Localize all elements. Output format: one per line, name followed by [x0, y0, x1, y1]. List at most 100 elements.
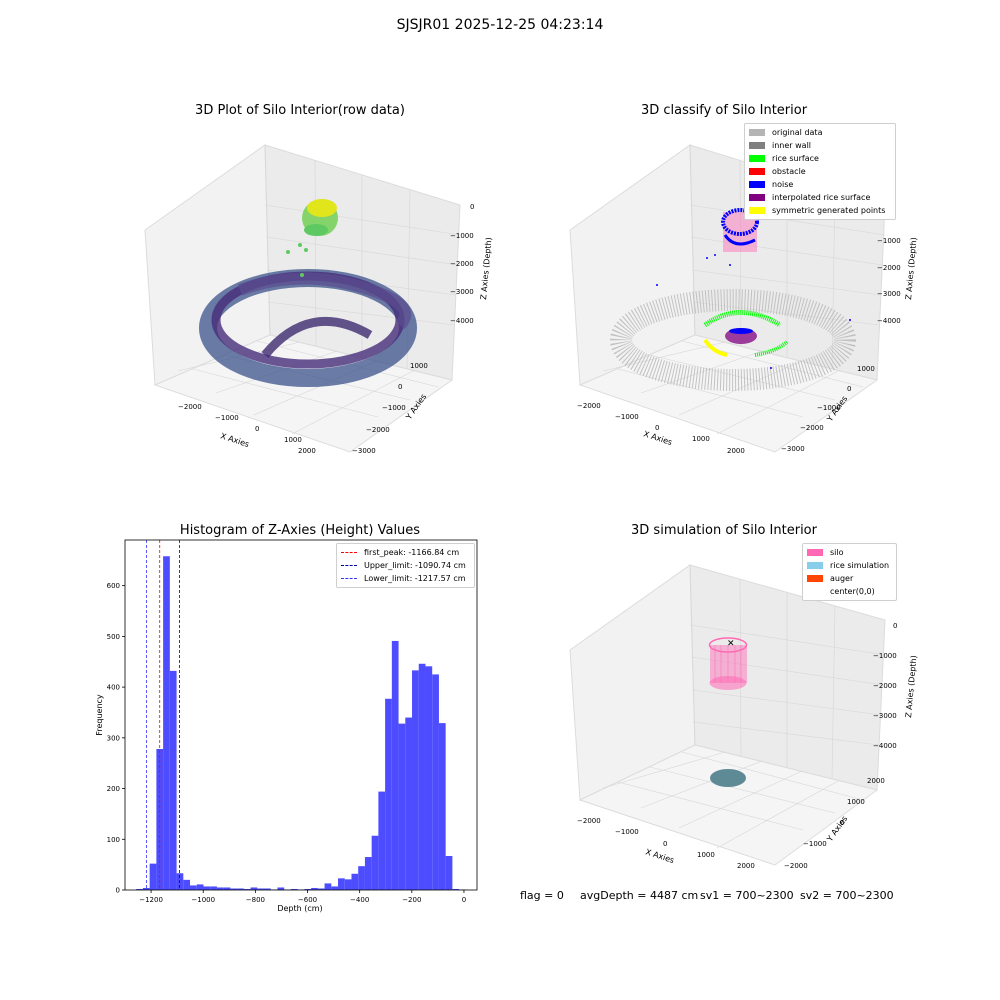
legend-item-interpolated-rice-surface: interpolated rice surface [745, 191, 895, 204]
histogram-bar [371, 835, 379, 890]
x-tick-label: −200 [402, 896, 421, 904]
histogram-bar [136, 888, 143, 890]
histogram-bar [412, 670, 419, 890]
histogram-bars [136, 556, 466, 890]
histogram-title: Histogram of Z-Axies (Height) Values [179, 523, 421, 538]
silo-swatch [807, 549, 823, 556]
legend-item-silo: silo [803, 546, 896, 559]
lower-limit-line-sample [341, 578, 357, 579]
svg-text:1000: 1000 [692, 435, 710, 443]
svg-text:−1000: −1000 [803, 840, 827, 848]
svg-text:1000: 1000 [857, 365, 875, 373]
histogram-bar [351, 873, 359, 890]
svg-text:−4000: −4000 [873, 742, 897, 750]
histogram-bar [331, 886, 339, 890]
legend-item-original-data: original data [745, 126, 895, 139]
simulation-z-label: Z Axies (Depth) [904, 655, 918, 718]
svg-text:0: 0 [893, 622, 897, 630]
histogram-legend: first_peak: -1166.84 cm Upper_limit: -10… [336, 543, 475, 588]
simulation-y-ticks: 2000 1000 0 −1000 −2000 [784, 777, 885, 870]
histogram-threshold-lines [146, 540, 180, 890]
histogram-bar [149, 863, 157, 890]
legend-item-first-peak: first_peak: -1166.84 cm [337, 546, 474, 559]
histogram-bar [156, 748, 164, 890]
svg-text:−1000: −1000 [873, 652, 897, 660]
x-tick-label: −600 [298, 896, 317, 904]
classify-legend: original data inner wall rice surface ob… [744, 123, 896, 220]
legend-item-auger: auger [803, 572, 896, 585]
svg-text:−2000: −2000 [800, 424, 824, 432]
raw-plot-title: 3D Plot of Silo Interior(row data) [195, 103, 405, 118]
svg-text:−1000: −1000 [450, 232, 474, 240]
classify-z-label: Z Axies (Depth) [904, 237, 918, 300]
histogram-y-ticks: 0 100 200 300 400 500 600 [107, 582, 125, 895]
classify-3d-plot: −2000 −1000 0 1000 2000 X Axies 1000 0 −… [569, 144, 918, 455]
histogram-bar [405, 717, 413, 890]
status-flag: flag = 0 [520, 889, 564, 902]
histogram-bar [311, 887, 318, 890]
histogram-bar [237, 888, 244, 890]
svg-text:−2000: −2000 [877, 264, 901, 272]
histogram-bar [243, 888, 251, 890]
svg-text:−1000: −1000 [615, 828, 639, 836]
histogram-bar [324, 883, 332, 890]
histogram-bar [364, 857, 372, 890]
legend-item-noise: noise [745, 178, 895, 191]
interpolated-rice-surface-swatch [749, 194, 765, 201]
svg-text:−3000: −3000 [352, 447, 376, 455]
histogram-bar [223, 887, 231, 890]
histogram-bar [338, 878, 345, 890]
svg-text:−2000: −2000 [178, 403, 202, 411]
svg-text:−1000: −1000 [615, 413, 639, 421]
classify-plot-title: 3D classify of Silo Interior [640, 103, 808, 118]
histogram-bar [163, 556, 170, 890]
histogram-axes-frame [124, 539, 478, 891]
histogram-bar [264, 888, 271, 890]
x-tick-label: −800 [246, 896, 265, 904]
histogram-bar [445, 856, 453, 890]
status-avg-depth: avgDepth = 4487 cm [580, 889, 699, 902]
svg-text:−3000: −3000 [873, 712, 897, 720]
histogram-x-ticks: −1200 −1000 −800 −600 −400 −200 0 [139, 890, 466, 904]
noise-swatch [749, 181, 765, 188]
svg-text:0: 0 [663, 840, 667, 848]
classify-y-ticks: 1000 0 −1000 −2000 −3000 [781, 365, 875, 453]
x-tick-label: −1000 [191, 896, 215, 904]
rice-simulation-swatch [807, 562, 823, 569]
svg-text:0: 0 [398, 383, 402, 391]
svg-text:−3000: −3000 [450, 288, 474, 296]
histogram-bar [432, 674, 439, 890]
svg-text:0: 0 [847, 385, 851, 393]
y-tick-label: 300 [107, 734, 120, 742]
histogram-bar [196, 884, 204, 890]
raw-z-label: Z Axies (Depth) [479, 237, 493, 300]
simulation-x-ticks: −2000 −1000 0 1000 2000 [577, 817, 755, 870]
svg-text:1000: 1000 [284, 436, 302, 444]
svg-text:2000: 2000 [737, 862, 755, 870]
histogram-bar [304, 888, 312, 890]
legend-item-rice-simulation: rice simulation [803, 559, 896, 572]
histogram-bar [290, 888, 298, 890]
classify-x-ticks: −2000 −1000 0 1000 2000 [577, 402, 745, 455]
svg-text:2000: 2000 [727, 447, 745, 455]
y-tick-label: 600 [107, 582, 120, 590]
svg-text:−1000: −1000 [215, 414, 239, 422]
svg-text:−2000: −2000 [366, 426, 390, 434]
svg-text:0: 0 [255, 425, 259, 433]
x-tick-label: −1200 [139, 896, 163, 904]
simulation-x-label: X Axies [644, 847, 675, 865]
raw-3d-plot: −2000 −1000 0 1000 2000 X Axies 1000 0 −… [144, 144, 493, 455]
svg-text:1000: 1000 [410, 362, 428, 370]
center-swatch [807, 588, 823, 595]
histogram-bar [142, 887, 150, 890]
svg-text:−4000: −4000 [450, 317, 474, 325]
svg-text:−4000: −4000 [877, 317, 901, 325]
y-tick-label: 500 [107, 633, 120, 641]
legend-item-lower-limit: Lower_limit: -1217.57 cm [337, 572, 474, 585]
status-sv2: sv2 = 700~2300 [800, 889, 894, 902]
simulation-legend: silo rice simulation auger center(0,0) [802, 543, 897, 601]
svg-text:−1000: −1000 [877, 237, 901, 245]
y-tick-label: 400 [107, 684, 120, 692]
histogram-bar [452, 888, 460, 890]
legend-item-center: center(0,0) [803, 585, 896, 598]
